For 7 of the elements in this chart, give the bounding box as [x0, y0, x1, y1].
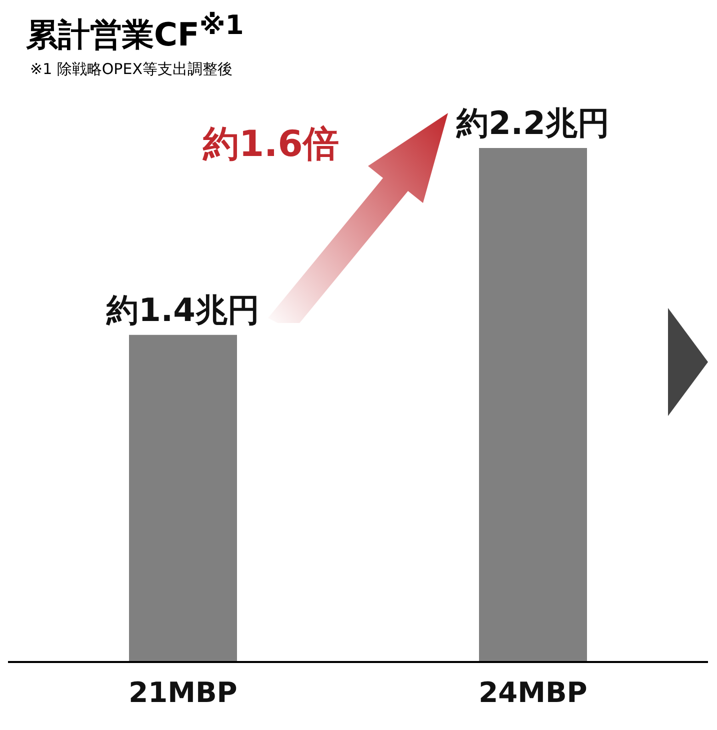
x-tick-label: 21MBP	[128, 676, 238, 709]
annotation: 約1.6倍	[203, 123, 339, 167]
text: ※1 除戦略OPEX等支出調整後	[30, 60, 232, 79]
chart-title: 累計営業CF$^{※1}$	[26, 10, 244, 56]
data-label: 約1.4兆円	[106, 290, 260, 329]
data-label: 約2.2兆円	[456, 104, 610, 142]
x-tick-label: 24MBP	[478, 676, 588, 709]
